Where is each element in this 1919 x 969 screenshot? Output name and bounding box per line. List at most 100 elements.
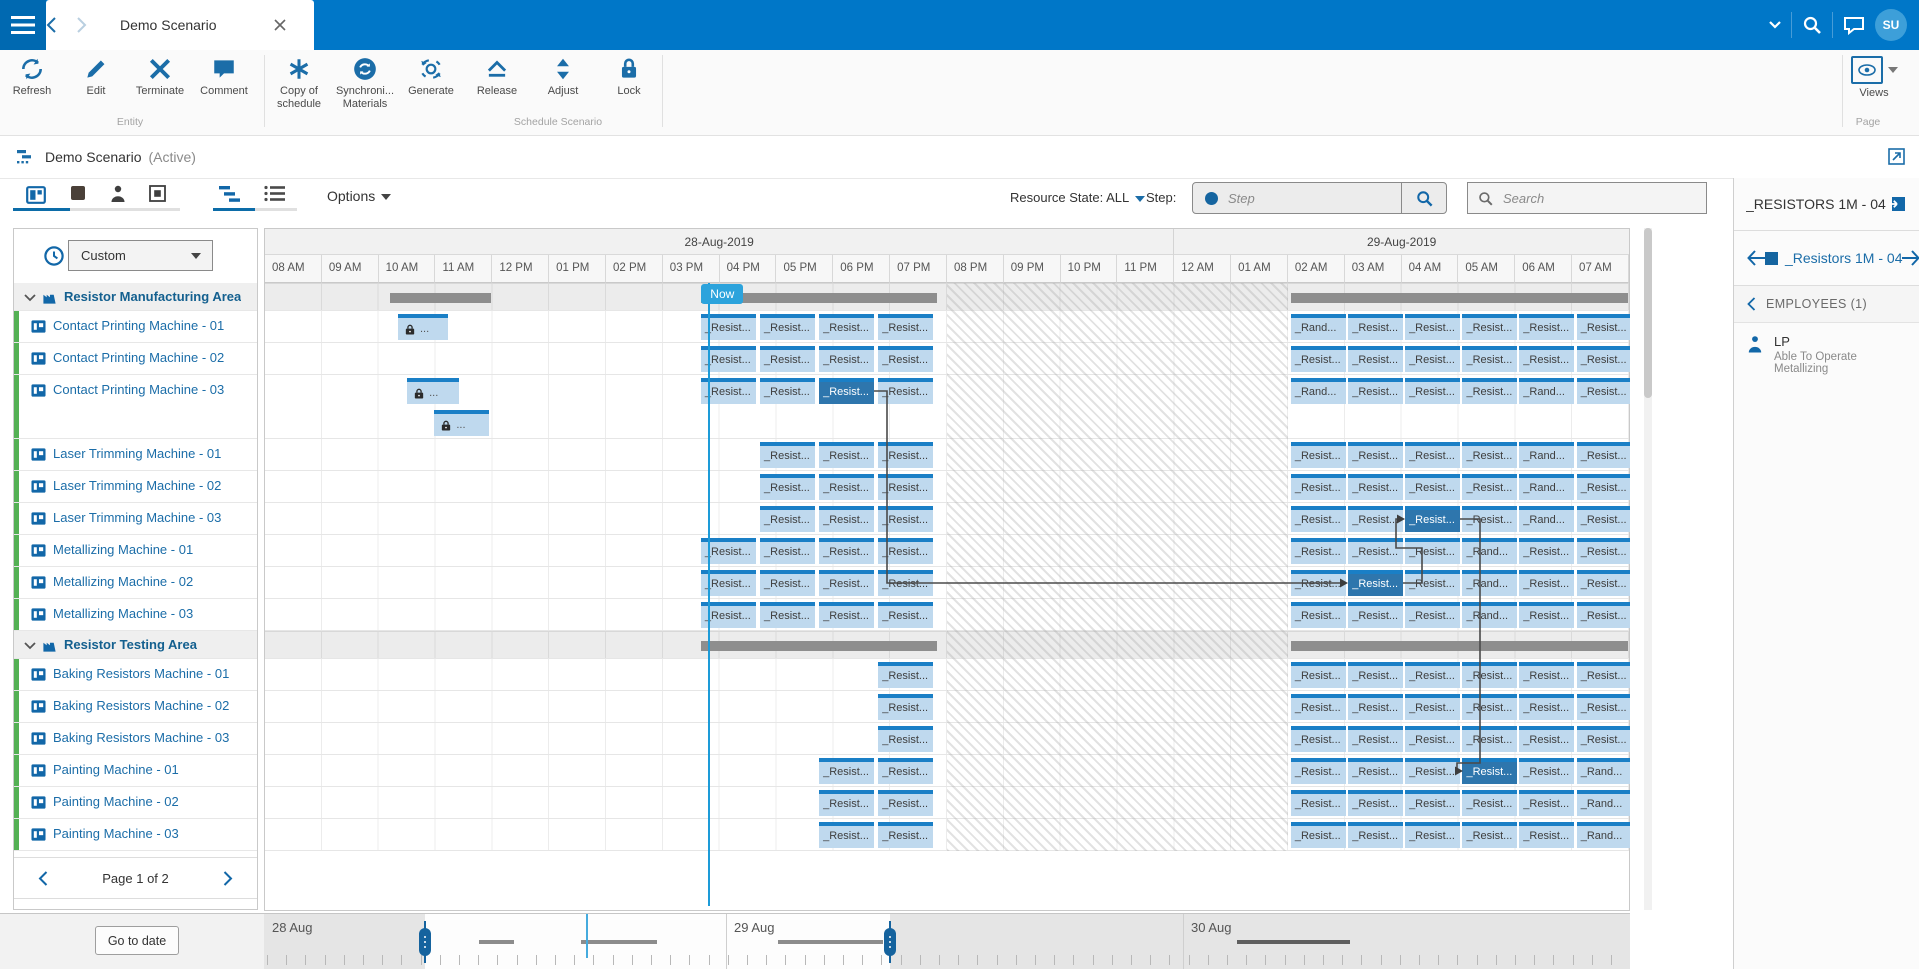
task-bar[interactable]: _Resist... xyxy=(1576,314,1631,340)
forward-button[interactable] xyxy=(76,17,106,33)
resource-state-filter[interactable]: Resource State: ALL xyxy=(1010,190,1146,205)
task-bar[interactable]: _Resist... xyxy=(1519,790,1575,816)
tab-employee-view[interactable] xyxy=(110,185,126,203)
resource-row[interactable]: Baking Resistors Machine - 02 xyxy=(14,691,257,723)
task-bar[interactable]: _Resist... xyxy=(1576,346,1631,372)
release-button[interactable]: Release xyxy=(464,56,530,98)
task-bar[interactable]: _Resist... xyxy=(1576,506,1631,532)
task-bar[interactable]: _Resist... xyxy=(760,538,815,564)
task-bar[interactable]: _Resist... xyxy=(1290,758,1346,784)
minimap-timeline[interactable]: 28 Aug 29 Aug 30 Aug xyxy=(264,913,1630,969)
task-bar[interactable]: _Resist... xyxy=(878,602,934,628)
task-bar[interactable]: _Resist... xyxy=(1405,726,1460,752)
task-bar[interactable]: _Resist... xyxy=(1290,602,1346,628)
scenario-tab[interactable]: Demo Scenario xyxy=(46,0,314,50)
task-bar[interactable]: _Resist... xyxy=(1290,822,1346,848)
edit-button[interactable]: Edit xyxy=(64,56,128,98)
task-bar[interactable]: _Resist... xyxy=(1348,790,1404,816)
collapse-panel-button[interactable] xyxy=(1888,148,1905,165)
options-dropdown[interactable]: Options xyxy=(327,188,392,204)
resource-row[interactable]: Contact Printing Machine - 03 xyxy=(14,375,257,439)
page-next-button[interactable] xyxy=(223,870,233,886)
hamburger-menu-button[interactable] xyxy=(0,0,46,50)
task-bar[interactable]: _Resist... xyxy=(1405,662,1460,688)
task-bar[interactable]: _Resist... xyxy=(1576,570,1631,596)
task-bar[interactable]: _Resist... xyxy=(1462,790,1518,816)
task-bar[interactable]: _Resist... xyxy=(1462,694,1518,720)
task-bar[interactable]: _Resist... xyxy=(1576,474,1631,500)
resource-row[interactable]: Baking Resistors Machine - 03 xyxy=(14,723,257,755)
task-bar[interactable]: _Resist... xyxy=(1405,602,1460,628)
task-bar[interactable]: _Resist... xyxy=(760,602,815,628)
resource-group-row[interactable]: Resistor Manufacturing Area xyxy=(14,283,257,311)
task-bar[interactable]: _Resist... xyxy=(1576,378,1631,404)
task-bar[interactable]: _Resist... xyxy=(1405,346,1460,372)
task-bar[interactable]: _Rand... xyxy=(1576,790,1631,816)
task-bar[interactable]: _Resist... xyxy=(1462,378,1518,404)
views-button[interactable]: Views xyxy=(1838,56,1910,100)
task-bar[interactable]: _Resist... xyxy=(878,790,934,816)
task-bar[interactable]: _Resist... xyxy=(1519,346,1575,372)
resource-row[interactable]: Painting Machine - 03 xyxy=(14,819,257,851)
task-bar[interactable]: _Resist... xyxy=(1348,346,1404,372)
task-bar[interactable]: _Resist... xyxy=(1348,602,1404,628)
task-bar[interactable]: _Resist... xyxy=(1405,506,1460,532)
task-bar[interactable]: _Resist... xyxy=(1348,314,1404,340)
task-bar[interactable]: _Resist... xyxy=(1405,790,1460,816)
feedback-button[interactable] xyxy=(1843,16,1865,35)
task-bar[interactable]: _Resist... xyxy=(878,822,934,848)
task-bar[interactable]: _Resist... xyxy=(1519,726,1575,752)
task-bar[interactable]: _Resist... xyxy=(760,346,815,372)
task-bar[interactable]: _Resist... xyxy=(878,758,934,784)
task-bar[interactable]: _Resist... xyxy=(1405,314,1460,340)
task-bar[interactable]: _Resist... xyxy=(1348,506,1404,532)
comment-button[interactable]: Comment xyxy=(192,56,256,98)
task-bar[interactable]: _Resist... xyxy=(1348,442,1404,468)
time-range-caret-button[interactable] xyxy=(179,240,213,271)
task-bar[interactable]: _Resist... xyxy=(1348,378,1404,404)
minimap-range-handle[interactable] xyxy=(884,928,896,956)
task-bar[interactable]: _Resist... xyxy=(1576,602,1631,628)
refresh-button[interactable]: Refresh xyxy=(0,56,64,98)
resource-group-row[interactable]: Resistor Testing Area xyxy=(14,631,257,659)
task-bar[interactable]: _Resist... xyxy=(878,442,934,468)
task-bar[interactable]: _Resist... xyxy=(1462,314,1518,340)
task-bar[interactable]: _Resist... xyxy=(819,570,874,596)
task-bar[interactable]: _Resist... xyxy=(1290,570,1346,596)
task-bar[interactable]: _Rand... xyxy=(1290,378,1346,404)
task-bar[interactable]: _Resist... xyxy=(878,474,934,500)
task-bar[interactable]: _Resist... xyxy=(878,726,934,752)
task-bar[interactable]: _Resist... xyxy=(878,694,934,720)
task-bar[interactable]: _Resist... xyxy=(760,378,815,404)
task-bar[interactable]: _Resist... xyxy=(1462,662,1518,688)
resource-row[interactable]: Contact Printing Machine - 01 xyxy=(14,311,257,343)
task-bar[interactable]: _Resist... xyxy=(1348,694,1404,720)
task-bar[interactable]: _Resist... xyxy=(819,538,874,564)
task-bar[interactable]: _Resist... xyxy=(1519,602,1575,628)
step-input[interactable] xyxy=(1226,189,1401,207)
resource-row[interactable]: Painting Machine - 02 xyxy=(14,787,257,819)
task-bar[interactable]: _Resist... xyxy=(878,378,934,404)
task-bar[interactable]: _Resist... xyxy=(760,442,815,468)
task-bar[interactable]: ... xyxy=(434,410,490,436)
task-bar[interactable]: _Resist... xyxy=(1576,694,1631,720)
task-bar[interactable]: _Resist... xyxy=(760,506,815,532)
next-entity-button[interactable] xyxy=(1902,250,1919,266)
task-bar[interactable]: _Resist... xyxy=(1462,822,1518,848)
task-bar[interactable]: _Rand... xyxy=(1519,442,1575,468)
tab-resource-view[interactable] xyxy=(26,185,46,205)
task-bar[interactable]: _Resist... xyxy=(819,790,874,816)
task-bar[interactable]: _Rand... xyxy=(1519,474,1575,500)
adjust-button[interactable]: Adjust xyxy=(530,56,596,98)
task-bar[interactable]: _Resist... xyxy=(1405,474,1460,500)
back-button[interactable] xyxy=(46,17,76,33)
task-bar[interactable]: _Resist... xyxy=(1348,570,1404,596)
task-bar[interactable]: _Resist... xyxy=(1576,662,1631,688)
task-bar[interactable]: _Resist... xyxy=(878,662,934,688)
task-bar[interactable]: _Resist... xyxy=(1462,506,1518,532)
task-bar[interactable]: _Resist... xyxy=(1405,378,1460,404)
task-bar[interactable]: _Resist... xyxy=(1348,758,1404,784)
task-bar[interactable]: _Resist... xyxy=(1576,538,1631,564)
task-bar[interactable]: _Resist... xyxy=(760,570,815,596)
task-bar[interactable]: _Resist... xyxy=(1519,694,1575,720)
